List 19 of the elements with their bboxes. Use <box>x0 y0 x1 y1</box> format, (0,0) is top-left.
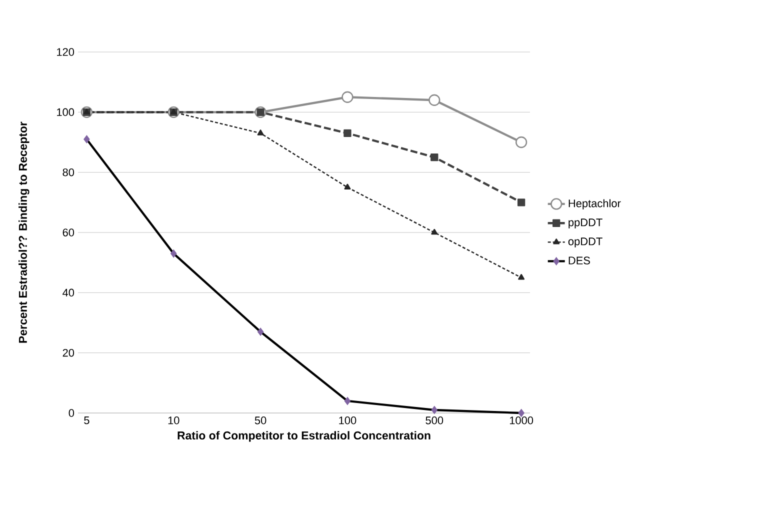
x-tick-label: 5 <box>84 416 90 424</box>
legend-label: DES <box>568 256 590 264</box>
x-tick-label: 50 <box>254 416 266 424</box>
y-tick-label: 100 <box>57 108 74 116</box>
y-axis-title: Percent Estradiol?? Binding to Receptor <box>18 122 30 343</box>
y-tick-label: 80 <box>62 168 74 176</box>
legend-label: Heptachlor <box>568 199 621 210</box>
y-tick-label: 60 <box>62 228 74 236</box>
y-tick-label: 0 <box>68 409 74 417</box>
x-tick-label: 100 <box>339 416 356 424</box>
legend-label: ppDDT <box>568 218 602 228</box>
y-tick-label: 120 <box>57 48 74 56</box>
x-axis-title: Ratio of Competitor to Estradiol Concentration <box>178 431 430 442</box>
legend-label: opDDT <box>568 238 602 248</box>
x-tick-label: 500 <box>426 416 444 424</box>
y-tick-label: 40 <box>62 288 74 297</box>
x-tick-label: 1000 <box>510 416 534 424</box>
x-tick-label: 10 <box>168 416 180 424</box>
y-tick-label: 20 <box>62 348 74 357</box>
